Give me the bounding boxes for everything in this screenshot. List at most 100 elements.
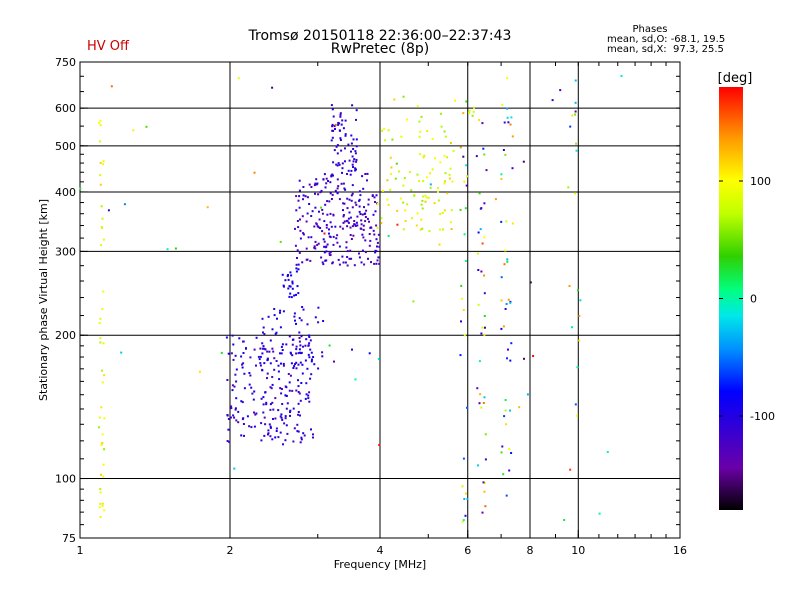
- data-point: [315, 222, 318, 225]
- data-point: [331, 108, 334, 111]
- data-point: [329, 221, 332, 224]
- data-point: [295, 267, 298, 270]
- data-point: [103, 509, 106, 512]
- data-point: [484, 433, 487, 436]
- data-point: [377, 233, 380, 236]
- data-point: [265, 401, 268, 404]
- data-point: [509, 359, 512, 362]
- data-point: [461, 485, 464, 488]
- data-point: [443, 182, 446, 185]
- data-point: [506, 107, 509, 110]
- data-point: [462, 519, 465, 522]
- data-point: [261, 347, 264, 350]
- data-point: [507, 298, 510, 301]
- data-point: [374, 201, 376, 203]
- data-point: [255, 412, 258, 415]
- data-point: [406, 203, 409, 206]
- data-point: [354, 201, 357, 204]
- data-point: [480, 406, 483, 409]
- data-point: [443, 155, 446, 157]
- data-point: [461, 520, 464, 523]
- data-point: [360, 227, 363, 230]
- data-point: [481, 242, 484, 245]
- data-point: [462, 155, 465, 158]
- data-point: [500, 276, 503, 279]
- data-point: [102, 238, 105, 241]
- data-point: [320, 206, 322, 209]
- data-point: [355, 138, 358, 141]
- data-point: [396, 209, 399, 212]
- data-point: [301, 363, 304, 366]
- data-point: [240, 355, 243, 358]
- data-point: [359, 194, 362, 197]
- data-point: [279, 387, 282, 390]
- data-point: [132, 129, 135, 132]
- data-point: [344, 261, 347, 264]
- data-point: [418, 120, 421, 123]
- data-point: [310, 236, 313, 239]
- data-point: [298, 317, 301, 320]
- data-point: [103, 448, 106, 451]
- data-point: [338, 245, 341, 248]
- data-point: [333, 149, 336, 152]
- data-point: [532, 355, 535, 357]
- data-point: [348, 198, 351, 201]
- data-point: [297, 226, 300, 229]
- data-point: [351, 163, 354, 166]
- data-point: [425, 196, 428, 199]
- data-point: [508, 469, 511, 472]
- data-point: [280, 388, 283, 390]
- data-point: [418, 135, 421, 138]
- data-point: [277, 436, 280, 439]
- chart-subtitle: RwPretec (8p): [331, 41, 429, 57]
- data-point: [341, 167, 344, 170]
- data-point: [275, 360, 278, 362]
- data-point: [500, 173, 503, 176]
- data-point: [450, 228, 453, 231]
- data-point: [441, 211, 444, 214]
- data-point: [308, 336, 311, 338]
- data-point: [510, 452, 513, 454]
- data-point: [463, 498, 466, 500]
- x-tick-label: 6: [464, 544, 471, 557]
- data-point: [352, 160, 355, 163]
- data-point: [402, 228, 405, 231]
- data-point: [262, 403, 265, 406]
- data-point: [382, 189, 384, 192]
- data-point: [323, 173, 326, 176]
- data-point: [245, 347, 247, 350]
- data-point: [331, 193, 334, 196]
- data-point: [358, 256, 361, 259]
- data-point: [501, 445, 504, 448]
- data-point: [328, 344, 331, 347]
- data-point: [574, 101, 577, 104]
- x-tick-label: 2: [227, 544, 234, 557]
- data-point: [355, 160, 358, 163]
- data-point: [277, 364, 280, 367]
- data-point: [299, 218, 301, 221]
- data-point: [102, 290, 105, 293]
- data-point: [344, 160, 346, 163]
- data-point: [368, 233, 371, 235]
- data-point: [301, 372, 304, 375]
- data-point: [336, 187, 339, 190]
- data-point: [370, 226, 373, 229]
- data-point: [291, 280, 294, 283]
- data-point: [287, 373, 290, 375]
- data-point: [284, 394, 287, 397]
- data-point: [351, 155, 354, 158]
- data-point: [246, 415, 249, 418]
- data-point: [412, 300, 415, 303]
- data-point: [297, 385, 300, 388]
- data-point: [166, 248, 169, 251]
- data-point: [249, 374, 252, 377]
- data-point: [419, 130, 422, 133]
- data-point: [342, 127, 345, 130]
- data-point: [328, 228, 330, 231]
- data-point: [259, 355, 262, 358]
- data-point: [354, 152, 357, 155]
- data-point: [437, 190, 439, 193]
- data-point: [275, 331, 278, 334]
- data-point: [473, 106, 475, 109]
